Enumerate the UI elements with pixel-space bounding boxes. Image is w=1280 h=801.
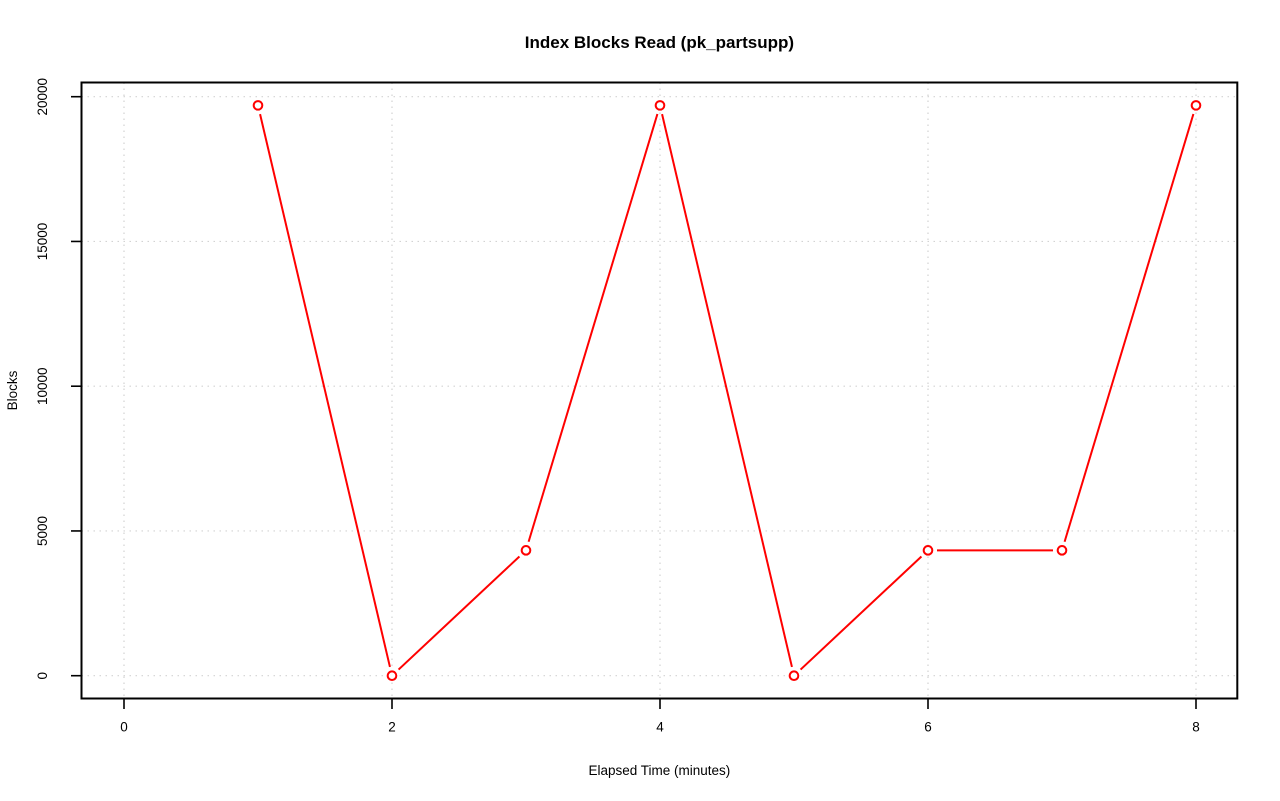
y-tick-label: 0 <box>35 672 50 680</box>
x-tick-label: 8 <box>1192 720 1200 735</box>
x-tick-label: 2 <box>388 720 396 735</box>
chart-title: Index Blocks Read (pk_partsupp) <box>525 33 794 52</box>
data-line-segment <box>259 113 391 668</box>
data-line-segment <box>527 113 659 543</box>
x-tick-label: 4 <box>656 720 664 735</box>
data-point <box>654 100 666 111</box>
data-line-segment <box>799 555 923 671</box>
data-point <box>252 100 264 111</box>
y-axis-label: Blocks <box>5 370 20 410</box>
data-point <box>520 545 532 556</box>
data-point <box>788 670 800 682</box>
data-point <box>386 670 398 682</box>
y-tick-label: 20000 <box>35 78 50 116</box>
x-tick-label: 0 <box>120 720 128 735</box>
y-tick-label: 5000 <box>35 516 50 546</box>
data-line-segment <box>1063 113 1195 543</box>
x-axis-label: Elapsed Time (minutes) <box>588 763 730 778</box>
data-line-segment <box>397 555 521 671</box>
data-point <box>1056 545 1068 556</box>
y-tick-label: 10000 <box>35 367 50 405</box>
data-point <box>1190 100 1202 111</box>
y-tick-label: 15000 <box>35 223 50 261</box>
data-point <box>922 545 934 556</box>
plot-border <box>80 81 1239 700</box>
data-line-segment <box>661 113 793 668</box>
x-tick-label: 6 <box>924 720 932 735</box>
